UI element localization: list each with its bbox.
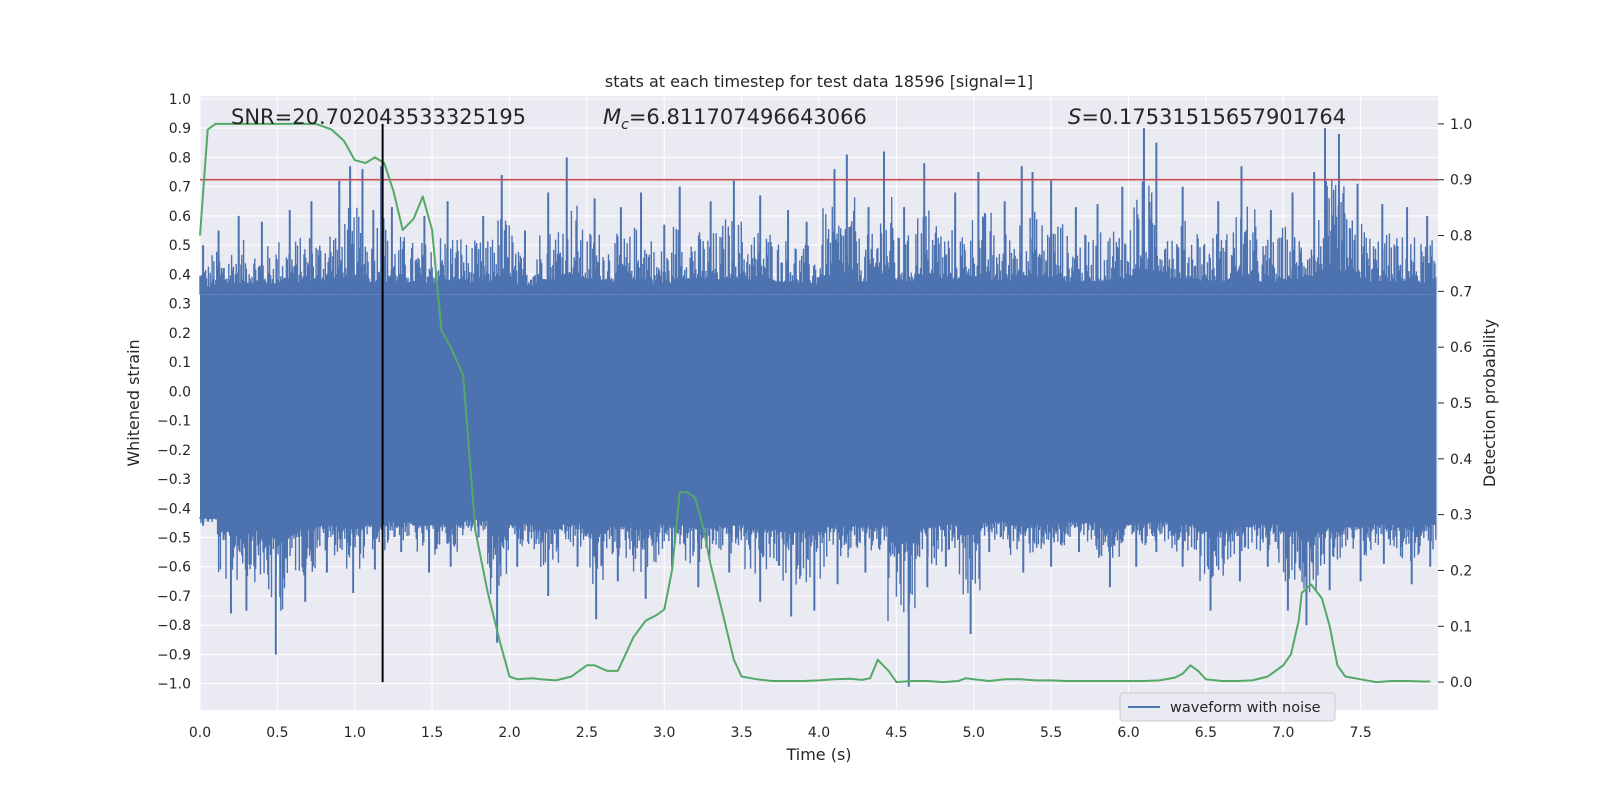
x-tick-label: 3.0 bbox=[653, 725, 675, 741]
legend-box bbox=[1119, 692, 1336, 722]
x-axis-label: Time (s) bbox=[785, 745, 851, 764]
s-symbol: S bbox=[1068, 105, 1081, 129]
x-tick-label: 4.5 bbox=[885, 725, 907, 741]
x-tick-label: 3.5 bbox=[730, 725, 752, 741]
y-tick-label: 0.9 bbox=[169, 121, 191, 137]
waveform-series bbox=[199, 128, 1437, 687]
x-tick-label: 7.5 bbox=[1349, 725, 1371, 741]
x-tick-label: 0.0 bbox=[189, 725, 211, 741]
y-axis-label: Whitened strain bbox=[124, 339, 143, 466]
y-tick-label: 0.5 bbox=[169, 238, 191, 254]
y-tick-label: 1.0 bbox=[169, 92, 191, 108]
y-tick-label: 0.7 bbox=[169, 180, 191, 196]
y-tick-label: 0.6 bbox=[169, 209, 191, 225]
y2-tick-label: 0.1 bbox=[1450, 619, 1472, 635]
y2-tick-label: 0.6 bbox=[1450, 340, 1472, 356]
legend-label: waveform with noise bbox=[1170, 700, 1321, 716]
y2-tick-label: 0.0 bbox=[1450, 675, 1472, 691]
y-tick-label: 0.0 bbox=[169, 384, 191, 400]
waveform-upper-noise bbox=[199, 179, 1437, 295]
s-value: =0.17531515657901764 bbox=[1081, 105, 1346, 129]
x-tick-label: 6.5 bbox=[1195, 725, 1217, 741]
chirp-mass-subscript: c bbox=[621, 117, 629, 133]
y-tick-label: −0.8 bbox=[157, 618, 191, 634]
x-tick-label: 5.5 bbox=[1040, 725, 1062, 741]
x-tick-label: 4.0 bbox=[808, 725, 830, 741]
x-tick-label: 1.5 bbox=[421, 725, 443, 741]
y2-tick-label: 0.4 bbox=[1450, 452, 1472, 468]
y-tick-label: −1.0 bbox=[157, 677, 191, 693]
waveform-core-band bbox=[200, 294, 1437, 518]
y-tick-label: −0.3 bbox=[157, 472, 191, 488]
s-annotation: S=0.17531515657901764 bbox=[1068, 105, 1346, 129]
y-tick-label: −0.7 bbox=[157, 589, 191, 605]
y2-tick-label: 0.9 bbox=[1450, 173, 1472, 189]
x-tick-label: 0.5 bbox=[266, 725, 288, 741]
y-tick-label: −0.9 bbox=[157, 647, 191, 663]
y2-tick-labels: 0.0 0.1 0.2 0.3 0.4 0.5 0.6 0.7 0.8 0.9 1.0 bbox=[1438, 117, 1472, 691]
y-tick-label: 0.2 bbox=[169, 326, 191, 342]
x-tick-label: 6.0 bbox=[1117, 725, 1139, 741]
y2-tick-label: 0.8 bbox=[1450, 229, 1472, 245]
y2-tick-label: 0.2 bbox=[1450, 563, 1472, 579]
x-tick-label: 1.0 bbox=[344, 725, 366, 741]
y2-tick-label: 1.0 bbox=[1450, 117, 1472, 133]
chart-title: stats at each timestep for test data 185… bbox=[605, 72, 1033, 91]
chirp-mass-annotation: Mc=6.811707496643066 bbox=[603, 105, 867, 133]
y2-tick-label: 0.5 bbox=[1450, 396, 1472, 412]
y-tick-label: 0.3 bbox=[169, 297, 191, 313]
chirp-mass-value: =6.811707496643066 bbox=[629, 105, 867, 129]
y2-axis-label: Detection probability bbox=[1480, 319, 1499, 487]
y-tick-label: 0.8 bbox=[169, 150, 191, 166]
y-tick-label: −0.5 bbox=[157, 530, 191, 546]
y-tick-label: −0.2 bbox=[157, 443, 191, 459]
y-tick-label: −0.6 bbox=[157, 560, 191, 576]
y2-tick-label: 0.3 bbox=[1450, 508, 1472, 524]
chirp-mass-symbol: M bbox=[603, 105, 621, 129]
legend: waveform with noise bbox=[1119, 692, 1336, 722]
probability-line bbox=[199, 122, 1431, 684]
y-tick-labels: 1.0 0.9 0.8 0.7 0.6 0.5 0.4 0.3 0.2 0.1 0.0 −0.1 −0.… bbox=[157, 92, 191, 693]
y-tick-label: 0.4 bbox=[169, 267, 191, 283]
y2-tick-label: 0.7 bbox=[1450, 284, 1472, 300]
x-tick-label: 5.0 bbox=[963, 725, 985, 741]
y-tick-label: −0.1 bbox=[157, 414, 191, 430]
x-tick-labels: 0.0 0.5 1.0 1.5 2.0 2.5 3.0 3.5 4.0 4.5 5.0 5.5 6.0 6… bbox=[189, 725, 1372, 741]
x-tick-label: 2.5 bbox=[576, 725, 598, 741]
y-tick-label: −0.4 bbox=[157, 501, 191, 517]
probability-series bbox=[199, 122, 1431, 684]
y-tick-label: 0.1 bbox=[169, 355, 191, 371]
snr-annotation: SNR=20.702043533325195 bbox=[231, 105, 526, 129]
x-tick-label: 7.0 bbox=[1272, 725, 1294, 741]
x-tick-label: 2.0 bbox=[498, 725, 520, 741]
